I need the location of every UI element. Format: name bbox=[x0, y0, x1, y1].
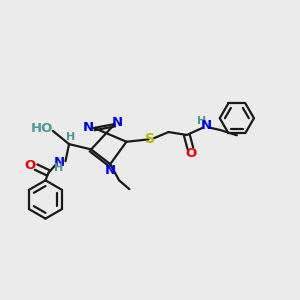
Text: H: H bbox=[54, 163, 64, 173]
Text: N: N bbox=[112, 116, 123, 129]
Text: HO: HO bbox=[31, 122, 53, 135]
Text: N: N bbox=[83, 121, 94, 134]
Text: O: O bbox=[185, 147, 197, 160]
Text: S: S bbox=[145, 132, 155, 146]
Text: N: N bbox=[53, 156, 64, 169]
Text: N: N bbox=[105, 164, 116, 177]
Text: H: H bbox=[197, 116, 206, 126]
Text: H: H bbox=[66, 132, 75, 142]
Text: N: N bbox=[200, 119, 211, 132]
Text: O: O bbox=[25, 159, 36, 172]
